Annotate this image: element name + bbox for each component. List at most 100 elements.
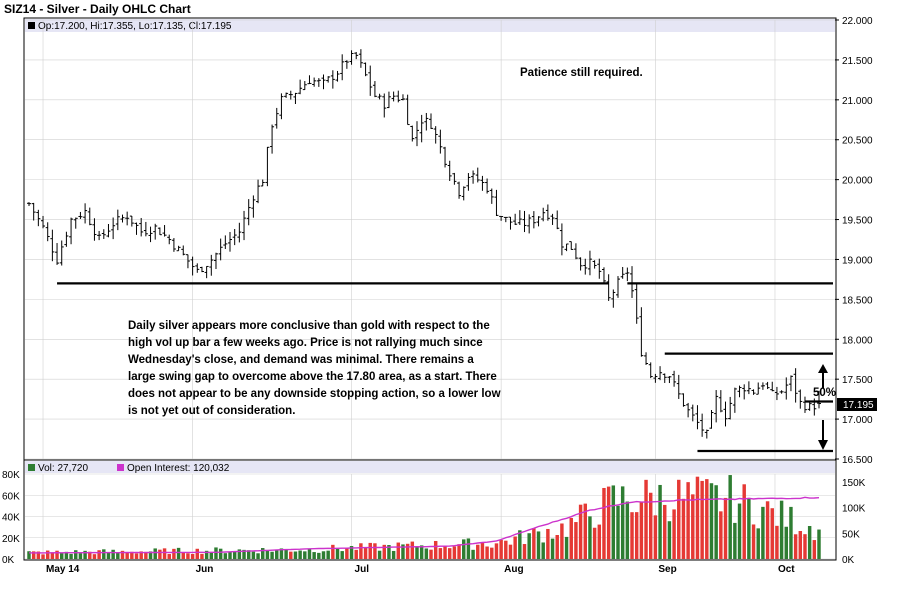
- ohlc-bar: [111, 217, 116, 240]
- volume-bar: [120, 550, 125, 559]
- volume-bar: [784, 526, 789, 559]
- commentary-line-1: Daily silver appears more conclusive tha…: [128, 320, 490, 332]
- volume-bar: [36, 551, 41, 559]
- volume-bar: [817, 529, 821, 559]
- volume-bar: [307, 548, 312, 559]
- ohlc-bar: [802, 396, 807, 413]
- ohlc-bar: [335, 70, 340, 82]
- ohlc-bar: [774, 386, 779, 401]
- volume-tick-label: 60K: [2, 491, 20, 502]
- ohlc-bar: [489, 188, 494, 204]
- volume-bar: [41, 554, 45, 559]
- ohlc-bar: [73, 217, 78, 229]
- ohlc-bar: [45, 222, 50, 242]
- volume-bar: [242, 549, 246, 559]
- commentary-line-6: is not yet out of consideration.: [128, 405, 295, 417]
- ohlc-bar: [718, 390, 723, 413]
- volume-bar: [541, 542, 545, 559]
- ohlc-bar: [443, 146, 448, 168]
- volume-bar: [261, 548, 265, 559]
- volume-bar: [275, 549, 279, 559]
- ohlc-bar: [87, 207, 92, 226]
- ohlc-bar: [129, 215, 134, 227]
- volume-bar: [761, 506, 765, 559]
- ohlc-bar: [232, 228, 237, 246]
- ohlc-bar: [31, 202, 36, 221]
- oi-tick-label: 0K: [842, 555, 855, 566]
- volume-bar: [700, 480, 704, 559]
- ohlc-bar: [681, 393, 686, 407]
- volume-bar: [214, 547, 218, 559]
- ohlc-bar: [728, 396, 733, 420]
- price-legend-band: [25, 19, 835, 32]
- volume-bar: [560, 523, 564, 559]
- ohlc-bar: [223, 235, 228, 250]
- volume-bar: [677, 479, 681, 559]
- volume-bar: [354, 549, 358, 559]
- ohlc-bars: [27, 49, 821, 439]
- volume-bar: [672, 509, 676, 559]
- volume-bar: [405, 543, 410, 559]
- ohlc-bar: [676, 374, 681, 399]
- volume-bar: [793, 534, 798, 559]
- volume-bar: [237, 549, 242, 559]
- volume-bar: [92, 554, 97, 559]
- volume-bar: [663, 504, 667, 559]
- ohlc-bar: [228, 231, 233, 252]
- volume-bar: [606, 486, 611, 559]
- open-interest-line: [28, 496, 820, 554]
- volume-bar: [181, 552, 185, 559]
- price-tick-label: 17.500: [842, 375, 873, 386]
- ohlc-bar: [321, 74, 326, 90]
- volume-bar: [653, 515, 658, 559]
- price-tick-label: 17.000: [842, 415, 873, 426]
- ohlc-bar: [326, 76, 331, 83]
- ohlc-bar: [700, 413, 705, 437]
- volume-bar: [695, 476, 700, 559]
- ohlc-bar: [153, 223, 158, 240]
- ohlc-bar: [424, 112, 429, 131]
- volume-bar: [522, 544, 527, 559]
- ohlc-bar: [377, 93, 382, 100]
- ohlc-bar: [256, 179, 261, 204]
- ohlc-bar: [494, 189, 499, 217]
- ohlc-bar: [438, 129, 443, 154]
- ohlc-bar: [242, 210, 247, 241]
- vol-legend-swatch: [28, 464, 35, 471]
- volume-bar: [59, 552, 64, 559]
- ohlc-bar: [587, 250, 592, 276]
- volume-bar: [592, 527, 597, 559]
- ohlc-bar: [354, 51, 359, 60]
- volume-bar: [209, 551, 214, 559]
- price-tick-label: 18.000: [842, 335, 873, 346]
- volume-bar: [644, 479, 648, 559]
- volume-bar: [667, 521, 672, 559]
- volume-bar: [723, 497, 728, 559]
- volume-bar: [634, 512, 639, 559]
- price-legend-swatch: [28, 22, 35, 29]
- volume-bar: [326, 550, 330, 559]
- volume-bar: [648, 492, 653, 559]
- ohlc-bar: [372, 81, 377, 98]
- ohlc-bar: [639, 307, 644, 357]
- volume-bar: [775, 525, 779, 559]
- month-label: Aug: [504, 564, 523, 575]
- ohlc-bar: [64, 231, 69, 247]
- volume-bar: [583, 503, 587, 559]
- volume-tick-label: 0K: [2, 555, 15, 566]
- month-label: Sep: [658, 564, 676, 575]
- commentary-line-2: high vol up bar a few weeks ago. Price i…: [128, 337, 483, 349]
- ohlc-bar: [746, 381, 751, 395]
- ohlc-bar: [765, 381, 770, 390]
- volume-bar: [158, 549, 162, 559]
- ohlc-bar: [55, 243, 60, 265]
- ohlc-bar: [157, 227, 162, 236]
- volume-bar: [363, 547, 368, 559]
- ohlc-bar: [690, 404, 695, 422]
- volume-axis: 0K 20K 40K 60K 80K 0K 50K 100K 150K: [2, 470, 866, 566]
- volume-bar: [462, 539, 466, 559]
- ohlc-bar: [662, 373, 667, 383]
- volume-bar: [284, 549, 288, 559]
- volume-panel: [23, 459, 837, 561]
- volume-bar: [111, 549, 115, 559]
